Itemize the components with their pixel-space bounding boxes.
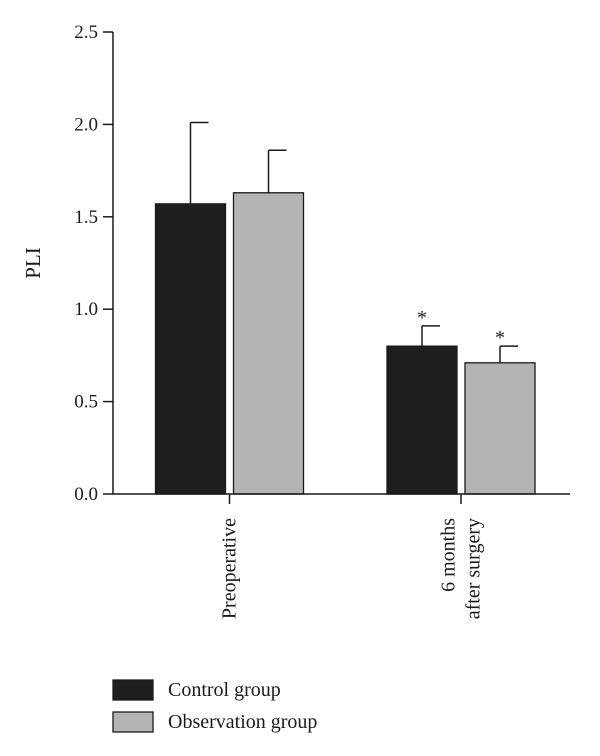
y-tick-label: 2.5 (74, 22, 98, 43)
y-axis-title: PLI (21, 247, 45, 279)
y-tick-label: 0.0 (74, 484, 98, 505)
y-tick-label: 1.0 (74, 299, 98, 320)
y-axis: 0.0 0.5 1.0 1.5 2.0 2.5 (74, 22, 114, 505)
significance-mark: * (417, 307, 427, 329)
bar (154, 203, 227, 495)
bar (232, 192, 305, 495)
significance-mark: * (495, 327, 505, 349)
legend-label: Observation group (168, 711, 317, 733)
y-tick-label: 2.0 (74, 114, 98, 135)
bar (386, 345, 458, 495)
bars: ** (154, 121, 536, 495)
y-tick-label: 1.5 (74, 207, 98, 228)
legend: Control group Observation group (112, 679, 317, 733)
bar (464, 362, 536, 495)
legend-swatch (112, 679, 154, 701)
legend-swatch (112, 711, 154, 733)
x-tick-label: 6 months (438, 518, 460, 592)
x-tick-label: Preoperative (219, 518, 241, 619)
x-tick-label: after surgery (463, 518, 485, 619)
legend-label: Control group (168, 679, 281, 701)
x-axis: Preoperative 6 months after surgery (113, 493, 570, 619)
y-tick-label: 0.5 (74, 392, 98, 413)
